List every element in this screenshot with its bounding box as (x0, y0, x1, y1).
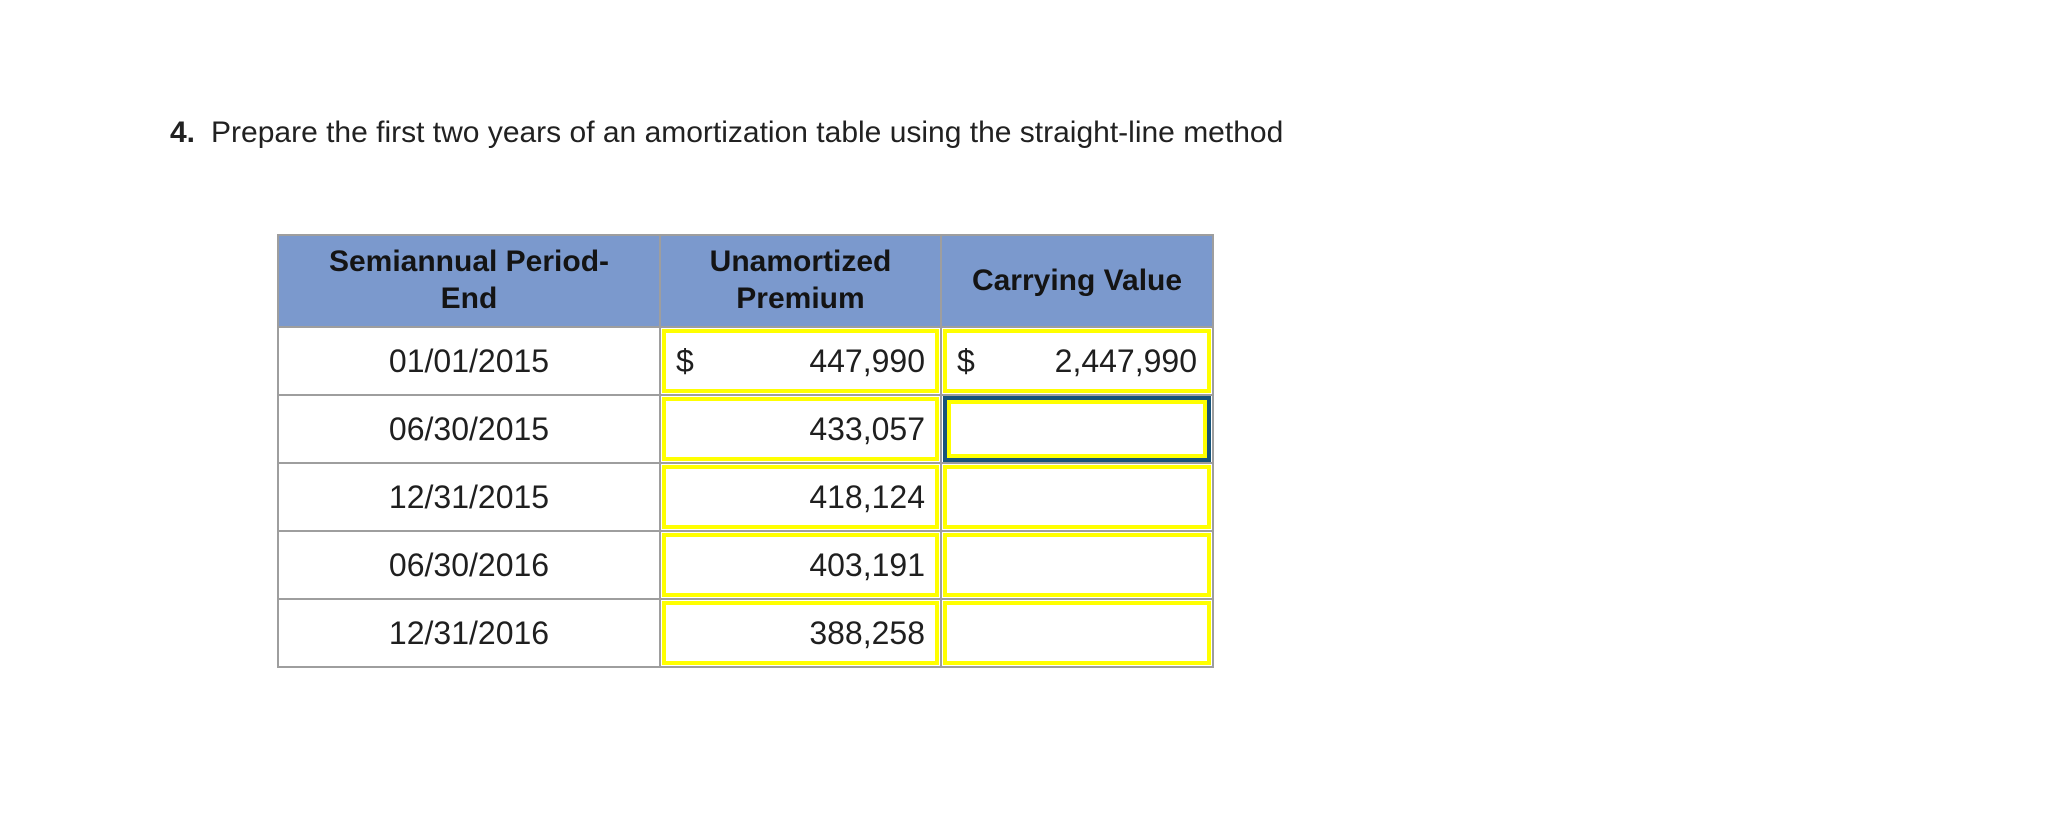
carrying-cell: $ 2,447,990 (940, 326, 1214, 396)
table-row: 06/30/2015 433,057 (277, 394, 1214, 464)
premium-cell: 388,258 (659, 598, 942, 668)
header-period-end: Semiannual Period- End (277, 234, 661, 328)
table-row: 12/31/2016 388,258 (277, 598, 1214, 668)
period-end-cell: 01/01/2015 (277, 326, 661, 396)
carrying-value-input[interactable] (943, 601, 1211, 665)
premium-cell: 418,124 (659, 462, 942, 532)
amortization-table: Semiannual Period- End Unamortized Premi… (277, 234, 1214, 668)
unamortized-premium-input[interactable]: $ 447,990 (662, 329, 939, 393)
dollar-sign: $ (957, 342, 975, 379)
period-end-cell: 12/31/2015 (277, 462, 661, 532)
question-number: 4. (170, 116, 196, 149)
carrying-value-input[interactable]: $ 2,447,990 (943, 329, 1211, 393)
carrying-value-input[interactable] (943, 533, 1211, 597)
unamortized-premium-input[interactable]: 403,191 (662, 533, 939, 597)
unamortized-premium-input[interactable]: 418,124 (662, 465, 939, 529)
carrying-cell (940, 462, 1214, 532)
unamortized-premium-input[interactable]: 388,258 (662, 601, 939, 665)
selected-cell-border (943, 396, 1211, 462)
header-unamortized-premium: Unamortized Premium (659, 234, 942, 328)
carrying-value-input[interactable] (943, 465, 1211, 529)
premium-cell: $ 447,990 (659, 326, 942, 396)
period-end-cell: 06/30/2015 (277, 394, 661, 464)
period-end-cell: 12/31/2016 (277, 598, 661, 668)
carrying-cell (940, 530, 1214, 600)
carrying-value-input-selected[interactable] (947, 400, 1207, 458)
table-row: 12/31/2015 418,124 (277, 462, 1214, 532)
period-end-cell: 06/30/2016 (277, 530, 661, 600)
header-carrying-value: Carrying Value (940, 234, 1214, 328)
premium-cell: 403,191 (659, 530, 942, 600)
carrying-cell (940, 598, 1214, 668)
dollar-sign: $ (676, 342, 694, 379)
carrying-cell (940, 394, 1214, 464)
question-text: Prepare the first two years of an amorti… (211, 116, 1284, 149)
table-row: 01/01/2015 $ 447,990 $ 2,447,990 (277, 326, 1214, 396)
header-row: Semiannual Period- End Unamortized Premi… (277, 234, 1214, 328)
question-title: 4. Prepare the first two years of an amor… (170, 114, 1283, 152)
premium-cell: 433,057 (659, 394, 942, 464)
unamortized-premium-input[interactable]: 433,057 (662, 397, 939, 461)
table-row: 06/30/2016 403,191 (277, 530, 1214, 600)
